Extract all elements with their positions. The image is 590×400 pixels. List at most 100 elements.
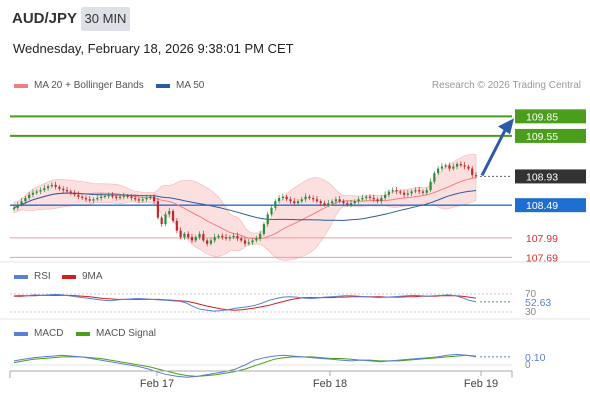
candle-body (168, 211, 171, 215)
candle-body (213, 237, 216, 241)
candle-body (304, 196, 307, 200)
candle-body (175, 220, 178, 231)
candle-body (440, 166, 444, 169)
macd-signal-swatch (76, 331, 90, 336)
price-tag-3 (515, 198, 586, 213)
macd-legend-signal: MACD Signal (76, 328, 156, 339)
candle-body (296, 201, 300, 204)
candle-body (255, 238, 258, 241)
candle-body (96, 197, 99, 200)
candle-body (395, 190, 398, 192)
candle-body (77, 194, 80, 197)
candle-body (73, 192, 76, 195)
candle-body (452, 166, 455, 169)
candle-body (349, 203, 353, 205)
candle-body (190, 237, 194, 241)
candle-body (118, 196, 122, 198)
candle-body (164, 214, 167, 225)
candle-body (459, 164, 462, 166)
rsi-line (13, 293, 477, 312)
candle-body (474, 175, 478, 177)
candle-body (437, 168, 440, 174)
candle-body (24, 197, 27, 202)
macd-line (13, 353, 477, 378)
rsi-ma-legend-label: 9MA (82, 271, 103, 282)
macd-signal-line (13, 354, 477, 377)
candle-body (187, 233, 190, 238)
candle-body (277, 197, 281, 202)
candle-body (122, 196, 125, 198)
x-tick-label: Feb 18 (313, 378, 347, 390)
candle-body (327, 203, 330, 205)
candle-body (429, 181, 432, 191)
candle-body (145, 197, 148, 200)
candle-body (372, 197, 375, 200)
candle-body (134, 197, 137, 200)
candle-body (107, 195, 110, 197)
candle-body (221, 235, 224, 238)
candle-body (433, 173, 436, 182)
candle-body (115, 196, 118, 198)
candle-body (183, 233, 186, 238)
research-credit: Research © 2026 Trading Central (431, 80, 581, 91)
rsi-9ma-line (14, 294, 477, 311)
rsi-legend-label: RSI (34, 271, 51, 282)
candle-body (31, 192, 35, 195)
candle-body (259, 233, 262, 239)
candle-body (402, 192, 406, 195)
candle-body (285, 196, 288, 200)
candle-body (243, 240, 247, 244)
candle-body (357, 199, 360, 202)
candle-body (365, 196, 368, 198)
main-legend-ma20: MA 20 + Bollinger Bands (14, 80, 144, 91)
price-tag-label-3: 108.49 (526, 200, 558, 212)
candle-body (247, 242, 250, 244)
candle-body (414, 190, 417, 192)
macd-zero-tick: 0 (525, 360, 531, 371)
ma50-swatch (156, 83, 170, 88)
candle-body (20, 201, 23, 205)
candle-body (289, 199, 292, 202)
currency-pair-title: AUD/JPY (12, 10, 78, 27)
candle-body (308, 196, 311, 198)
candle-body (380, 197, 383, 202)
candle-body (39, 190, 42, 192)
candle-body (194, 237, 197, 241)
candle-body (471, 168, 474, 176)
candle-body (92, 199, 95, 201)
candle-body (444, 165, 447, 167)
candle-body (463, 165, 466, 167)
candle-body (353, 201, 356, 204)
support-label-5: 107.69 (526, 252, 558, 264)
price-tag-2 (515, 169, 586, 184)
candle-body (141, 199, 144, 201)
candle-body (448, 165, 451, 169)
candle-body (149, 196, 152, 198)
candle-body (262, 224, 266, 234)
candle-body (224, 237, 228, 239)
candle-body (111, 195, 114, 197)
ma20-legend-label: MA 20 + Bollinger Bands (34, 80, 144, 91)
candle-body (315, 199, 319, 202)
candle-body (46, 186, 50, 189)
candle-body (251, 240, 254, 243)
price-tag-0 (515, 109, 586, 124)
rsi-ma-swatch (62, 274, 76, 279)
ma20-line (13, 177, 477, 240)
rsi-tick-0: 70 (525, 289, 537, 300)
candle-body (425, 190, 428, 193)
candle-body (103, 196, 106, 198)
timestamp: Wednesday, February 18, 2026 9:38:01 PM … (13, 41, 294, 56)
candle-body (217, 235, 220, 238)
candle-body (58, 186, 61, 189)
candle-body (209, 240, 213, 244)
candle-body (130, 196, 133, 198)
candle-body (387, 191, 391, 195)
candle-body (62, 188, 65, 191)
candle-body (88, 199, 91, 201)
timeframe-button[interactable]: 30 MIN (81, 7, 130, 31)
candle-body (99, 196, 103, 198)
candle-body (368, 196, 372, 198)
candle-body (410, 191, 413, 194)
candle-body (198, 233, 201, 238)
